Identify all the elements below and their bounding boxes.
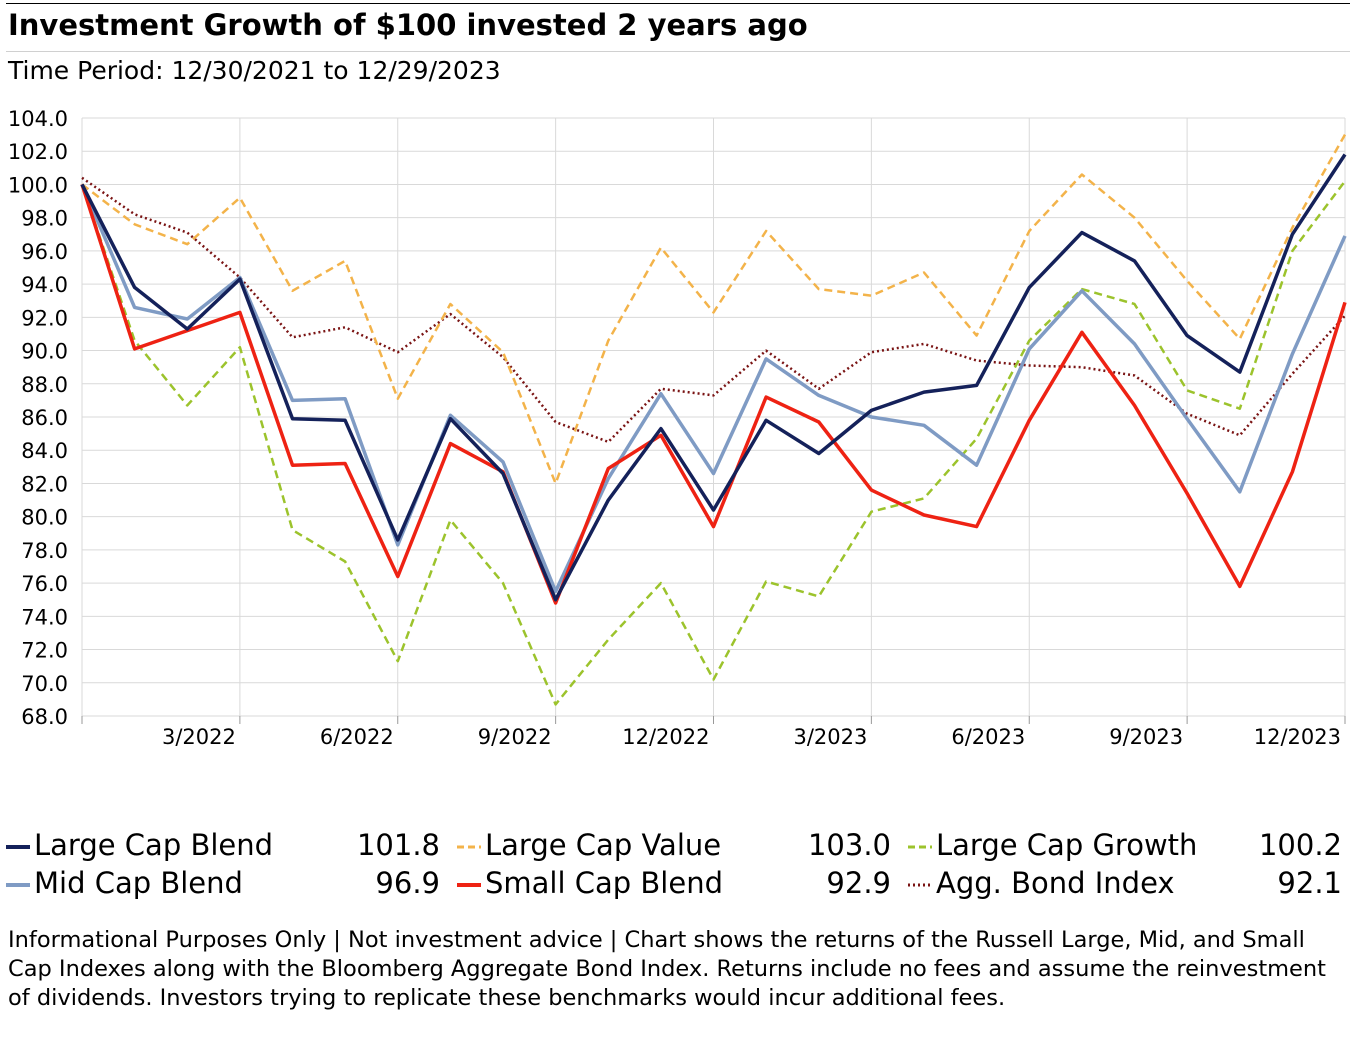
legend-item-large-cap-growth: Large Cap Growth 100.2 (906, 826, 1342, 864)
legend-value: 100.2 (1258, 828, 1342, 862)
y-tick-label: 76.0 (21, 572, 68, 596)
legend-item-large-cap-blend: Large Cap Blend 101.8 (4, 826, 440, 864)
y-tick-label: 98.0 (21, 207, 68, 231)
top-rule (6, 3, 1350, 4)
y-tick-label: 94.0 (21, 273, 68, 297)
y-tick-label: 74.0 (21, 605, 68, 629)
legend-swatch-large-cap-value (457, 845, 481, 849)
legend-swatch-agg-bond-index (908, 883, 932, 887)
legend-swatch-mid-cap-blend (6, 883, 30, 887)
y-tick-label: 78.0 (21, 539, 68, 563)
series-line-large-cap-growth (80, 180, 1346, 706)
y-tick-label: 82.0 (21, 472, 68, 496)
y-tick-label: 84.0 (21, 439, 68, 463)
y-tick-label: 68.0 (21, 705, 68, 729)
y-tick-label: 100.0 (8, 173, 68, 197)
x-tick-label: 3/2023 (793, 725, 867, 749)
x-tick-label: 12/2023 (1254, 725, 1341, 749)
series-line-large-cap-value (81, 133, 1347, 485)
legend-label: Agg. Bond Index (936, 866, 1175, 900)
legend-swatch-small-cap-blend (457, 883, 481, 887)
legend: Large Cap Blend 101.8 Large Cap Value 10… (0, 826, 1356, 912)
y-tick-label: 86.0 (21, 406, 68, 430)
x-tick-label: 9/2023 (1109, 725, 1183, 749)
line-chart: 68.0 70.0 72.0 74.0 76.0 78.0 80.0 82.0 84.0 86.0… (8, 107, 1347, 749)
y-tick-label: 102.0 (8, 140, 68, 164)
x-tick-label: 12/2022 (622, 725, 709, 749)
x-tick-label: 9/2022 (478, 725, 552, 749)
disclaimer-text: Informational Purposes Only | Not invest… (8, 927, 1326, 1011)
y-tick-label: 92.0 (21, 306, 68, 330)
legend-swatch-large-cap-blend (6, 845, 30, 849)
legend-label: Large Cap Growth (936, 828, 1198, 862)
x-tick-label: 6/2023 (951, 725, 1025, 749)
legend-label: Large Cap Blend (34, 828, 274, 862)
chart-subtitle: Time Period: 12/30/2021 to 12/29/2023 (8, 56, 501, 85)
x-tick-label: 3/2022 (162, 725, 236, 749)
y-tick-label: 70.0 (21, 672, 68, 696)
y-tick-label: 96.0 (21, 240, 68, 264)
series-line-large-cap-blend (80, 153, 1347, 602)
legend-item-agg-bond-index: Agg. Bond Index 92.1 (906, 864, 1342, 902)
series-line-agg-bond-index (81, 176, 1346, 444)
legend-item-mid-cap-blend: Mid Cap Blend 96.9 (4, 864, 440, 902)
legend-item-small-cap-blend: Small Cap Blend 92.9 (455, 864, 891, 902)
legend-value: 103.0 (807, 828, 891, 862)
legend-value: 92.1 (1277, 866, 1342, 900)
legend-value: 101.8 (356, 828, 440, 862)
y-tick-label: 90.0 (21, 340, 68, 364)
chart-title: Investment Growth of $100 invested 2 yea… (8, 8, 808, 42)
y-tick-label: 72.0 (21, 639, 68, 663)
y-tick-label: 80.0 (21, 506, 68, 530)
series-line-mid-cap-blend (80, 183, 1347, 594)
series-line-small-cap-blend (80, 183, 1347, 605)
x-tick-label: 6/2022 (320, 725, 394, 749)
legend-value: 96.9 (375, 866, 440, 900)
legend-label: Large Cap Value (485, 828, 722, 862)
legend-item-large-cap-value: Large Cap Value 103.0 (455, 826, 891, 864)
legend-label: Small Cap Blend (485, 866, 723, 900)
legend-label: Mid Cap Blend (34, 866, 243, 900)
y-tick-label: 104.0 (8, 107, 68, 131)
y-tick-label: 88.0 (21, 373, 68, 397)
legend-swatch-large-cap-growth (908, 845, 932, 849)
legend-value: 92.9 (826, 866, 891, 900)
title-divider (6, 51, 1350, 52)
